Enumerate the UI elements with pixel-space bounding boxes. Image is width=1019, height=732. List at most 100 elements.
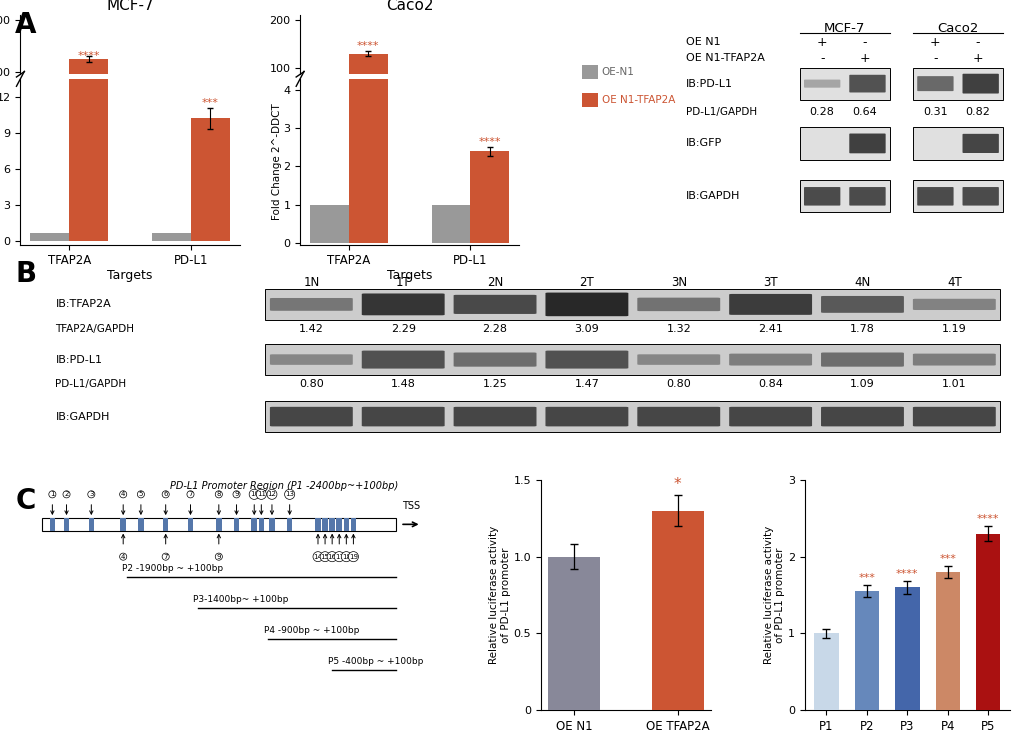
Text: ****: **** xyxy=(478,137,500,146)
FancyBboxPatch shape xyxy=(820,353,903,367)
FancyBboxPatch shape xyxy=(962,74,998,94)
X-axis label: Targets: Targets xyxy=(386,269,432,282)
Text: ***: *** xyxy=(858,573,874,583)
Bar xyxy=(258,518,264,531)
Text: 0.64: 0.64 xyxy=(852,108,876,117)
FancyBboxPatch shape xyxy=(916,76,953,91)
Text: 0.80: 0.80 xyxy=(299,379,323,389)
FancyBboxPatch shape xyxy=(453,407,536,427)
Text: 2T: 2T xyxy=(579,276,594,289)
Bar xyxy=(310,204,348,243)
Y-axis label: Fold Change 2^-DDCT: Fold Change 2^-DDCT xyxy=(272,103,281,220)
Bar xyxy=(336,518,341,531)
Text: 2.28: 2.28 xyxy=(482,324,507,335)
Text: P4 -900bp ~ +100bp: P4 -900bp ~ +100bp xyxy=(264,627,359,635)
FancyBboxPatch shape xyxy=(270,298,353,311)
Text: 1.78: 1.78 xyxy=(849,324,874,335)
FancyBboxPatch shape xyxy=(912,299,995,310)
FancyBboxPatch shape xyxy=(849,187,884,206)
Text: 15: 15 xyxy=(320,553,329,560)
Bar xyxy=(50,518,55,531)
FancyBboxPatch shape xyxy=(820,296,903,313)
Bar xyxy=(975,534,1000,710)
Text: 1.09: 1.09 xyxy=(849,379,874,389)
Bar xyxy=(187,518,193,531)
FancyBboxPatch shape xyxy=(912,354,995,365)
Bar xyxy=(912,127,1003,160)
Text: OE N1: OE N1 xyxy=(686,37,720,48)
Text: 1.48: 1.48 xyxy=(390,379,415,389)
Bar xyxy=(799,127,890,160)
Bar xyxy=(286,518,292,531)
Bar xyxy=(799,180,890,212)
Title: Caco2: Caco2 xyxy=(385,0,433,13)
Text: TSS: TSS xyxy=(401,501,420,510)
Bar xyxy=(854,591,878,710)
FancyBboxPatch shape xyxy=(849,133,884,153)
FancyBboxPatch shape xyxy=(453,295,536,314)
Text: 4: 4 xyxy=(121,491,125,497)
Text: IB:PD-L1: IB:PD-L1 xyxy=(55,354,102,365)
Bar xyxy=(233,518,239,531)
Title: MCF-7: MCF-7 xyxy=(106,0,154,13)
Text: 1: 1 xyxy=(50,491,55,497)
FancyBboxPatch shape xyxy=(637,407,719,427)
Text: ****: **** xyxy=(896,569,918,579)
Text: OE N1-TFAP2A: OE N1-TFAP2A xyxy=(686,53,764,64)
Bar xyxy=(582,93,597,107)
Text: 4T: 4T xyxy=(946,276,961,289)
Text: ***: *** xyxy=(938,553,956,564)
Text: 3: 3 xyxy=(89,491,94,497)
Text: 0.82: 0.82 xyxy=(965,108,989,117)
Bar xyxy=(69,0,108,241)
Bar xyxy=(351,518,356,531)
Y-axis label: Relative luciferase activity
of PD-L1 promoter: Relative luciferase activity of PD-L1 pr… xyxy=(488,526,511,664)
Text: 1T: 1T xyxy=(395,276,411,289)
Bar xyxy=(64,518,69,531)
Text: IB:GAPDH: IB:GAPDH xyxy=(55,411,110,422)
Text: 1.32: 1.32 xyxy=(665,324,691,335)
Text: 1N: 1N xyxy=(303,276,319,289)
FancyBboxPatch shape xyxy=(729,294,811,315)
Bar xyxy=(470,152,508,243)
FancyBboxPatch shape xyxy=(362,294,444,315)
Text: 0.84: 0.84 xyxy=(757,379,783,389)
Text: 4: 4 xyxy=(121,553,125,560)
Bar xyxy=(216,518,221,531)
Text: TFAP2A/GAPDH: TFAP2A/GAPDH xyxy=(55,324,135,335)
Bar xyxy=(329,518,334,531)
FancyBboxPatch shape xyxy=(849,75,884,92)
Text: 1.25: 1.25 xyxy=(482,379,506,389)
Bar xyxy=(152,233,191,241)
Text: P5 -400bp ~ +100bp: P5 -400bp ~ +100bp xyxy=(327,657,423,666)
FancyBboxPatch shape xyxy=(545,293,628,316)
Bar xyxy=(138,518,144,531)
Text: -: - xyxy=(932,52,936,65)
Text: 12: 12 xyxy=(267,491,276,497)
Bar xyxy=(322,518,327,531)
Text: 9: 9 xyxy=(234,491,238,497)
Bar xyxy=(348,53,387,117)
Text: 7: 7 xyxy=(163,553,168,560)
Bar xyxy=(120,518,125,531)
FancyBboxPatch shape xyxy=(270,354,353,365)
Text: 4N: 4N xyxy=(854,276,870,289)
FancyBboxPatch shape xyxy=(803,80,840,88)
Text: A: A xyxy=(15,11,37,39)
Text: PD-L1/GAPDH: PD-L1/GAPDH xyxy=(55,379,126,389)
Text: OE N1-TFAP2A: OE N1-TFAP2A xyxy=(601,94,675,105)
Text: 7: 7 xyxy=(189,491,193,497)
Text: P2 -1900bp ~ +100bp: P2 -1900bp ~ +100bp xyxy=(122,564,223,573)
Bar xyxy=(799,67,890,100)
Bar xyxy=(265,344,1000,376)
Text: +: + xyxy=(816,36,826,49)
Text: +: + xyxy=(972,52,982,65)
Bar xyxy=(813,633,838,710)
Text: 17: 17 xyxy=(334,553,343,560)
FancyBboxPatch shape xyxy=(916,187,953,206)
Text: 2.29: 2.29 xyxy=(390,324,416,335)
Text: ***: *** xyxy=(202,97,218,108)
Bar xyxy=(265,401,1000,433)
FancyBboxPatch shape xyxy=(729,354,811,365)
FancyBboxPatch shape xyxy=(362,407,444,427)
